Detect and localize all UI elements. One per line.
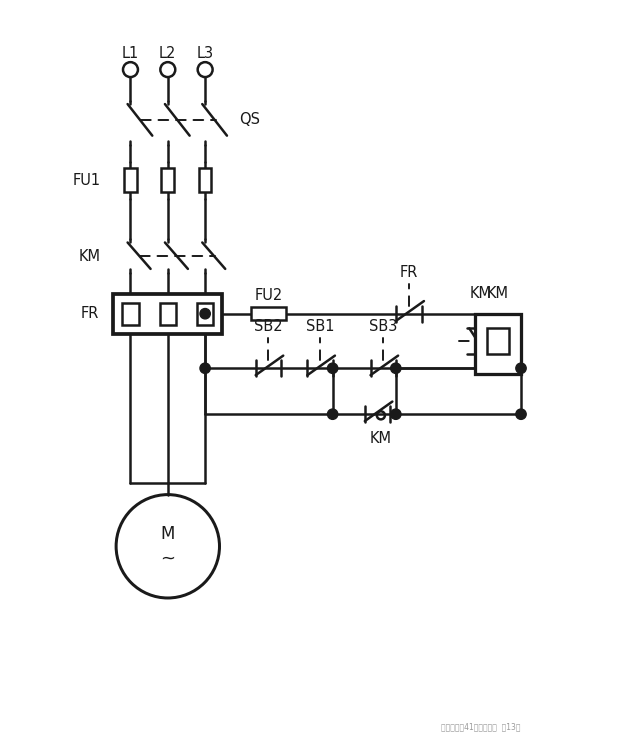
Text: KM: KM (487, 286, 509, 301)
Text: FU2: FU2 (254, 288, 282, 303)
Circle shape (328, 363, 338, 373)
Bar (160, 303, 176, 325)
Text: ~: ~ (160, 550, 175, 568)
Circle shape (390, 409, 401, 420)
Circle shape (328, 409, 338, 420)
Bar (197, 303, 213, 325)
Text: M: M (161, 524, 175, 542)
Circle shape (200, 363, 211, 373)
Text: FR: FR (81, 306, 99, 321)
Bar (161, 168, 174, 192)
Bar (475, 313, 521, 374)
Circle shape (390, 363, 401, 373)
Text: KM: KM (470, 286, 492, 301)
Bar (487, 328, 509, 354)
Text: SB3: SB3 (369, 319, 397, 334)
Text: KM: KM (369, 431, 391, 446)
Text: SB2: SB2 (254, 319, 283, 334)
Circle shape (516, 409, 526, 420)
Text: FR: FR (400, 265, 418, 280)
Text: L2: L2 (159, 46, 177, 61)
Circle shape (200, 308, 211, 319)
Bar (199, 168, 211, 192)
Text: QS: QS (239, 112, 260, 127)
Bar (251, 307, 285, 320)
Circle shape (516, 363, 526, 373)
Text: SB1: SB1 (306, 319, 334, 334)
Text: KM: KM (79, 249, 100, 264)
Text: L3: L3 (196, 46, 214, 61)
Bar (124, 168, 137, 192)
Text: L1: L1 (122, 46, 139, 61)
Bar (113, 294, 222, 334)
Text: 电工常用的41例接线方法  第13张: 电工常用的41例接线方法 第13张 (441, 723, 520, 732)
Bar (122, 303, 138, 325)
Text: FU1: FU1 (72, 173, 100, 188)
